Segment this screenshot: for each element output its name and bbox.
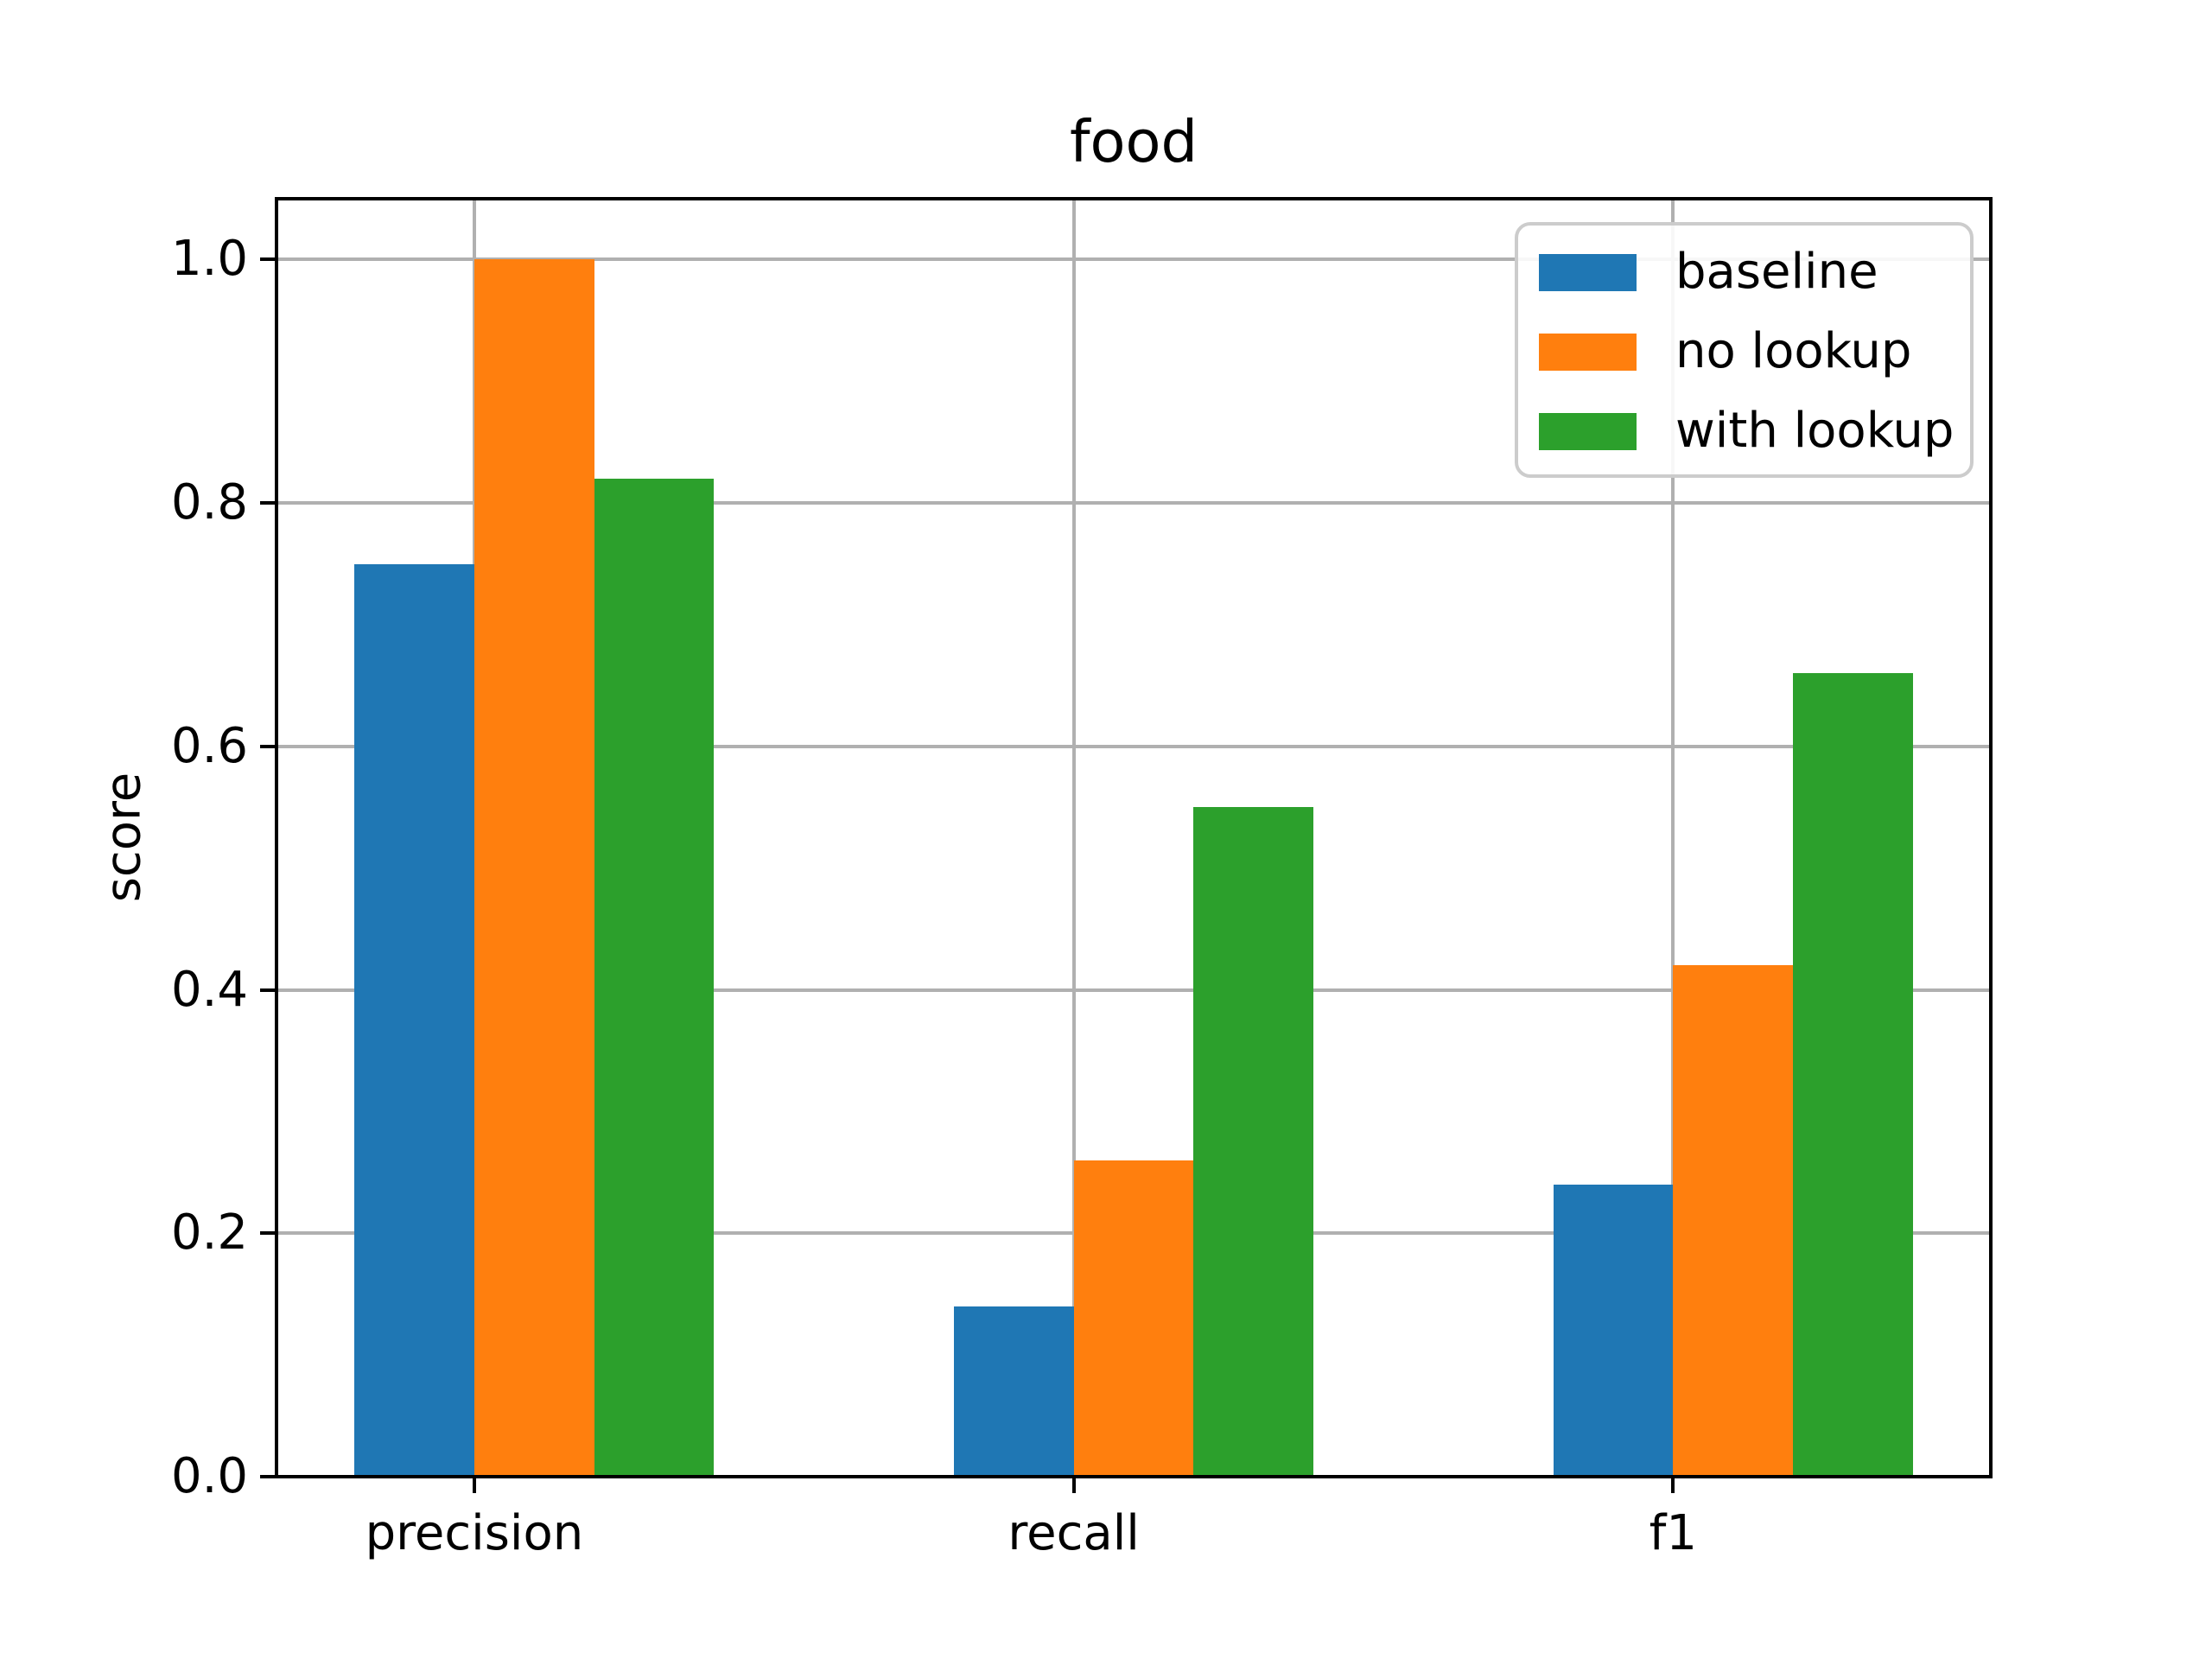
y-tick-mark [260, 988, 276, 992]
y-tick-mark [260, 1231, 276, 1236]
legend-item-baseline: baseline [1539, 232, 1946, 312]
bar-with-lookup-f1 [1793, 673, 1913, 1477]
bar-no-lookup-recall [1073, 1160, 1194, 1477]
x-tick-label-f1: f1 [1649, 1505, 1697, 1561]
grid-line-horizontal [276, 988, 1991, 992]
grid-line-horizontal [276, 744, 1991, 748]
x-tick-mark [1671, 1477, 1675, 1493]
y-tick-label: 0.8 [170, 474, 248, 531]
y-tick-label: 0.2 [170, 1205, 248, 1262]
bar-baseline-precision [354, 563, 474, 1477]
bar-baseline-f1 [1553, 1184, 1674, 1477]
legend: baseline no lookup with lookup [1515, 222, 1974, 478]
y-tick-mark [260, 501, 276, 505]
grid-line-vertical [1671, 199, 1675, 1477]
grid-line-horizontal [276, 257, 1991, 262]
y-tick-mark [260, 257, 276, 262]
bar-baseline-recall [953, 1306, 1074, 1477]
x-tick-label-recall: recall [1007, 1505, 1140, 1561]
legend-swatch-baseline [1539, 253, 1637, 291]
bar-with-lookup-recall [1193, 807, 1314, 1477]
bar-no-lookup-f1 [1673, 965, 1794, 1477]
chart-title: food [1069, 108, 1198, 175]
bar-no-lookup-precision [474, 259, 594, 1477]
x-tick-mark [472, 1477, 476, 1493]
legend-swatch-no-lookup [1539, 333, 1637, 371]
legend-label: baseline [1675, 244, 1878, 300]
y-tick-mark [260, 744, 276, 748]
x-tick-label-precision: precision [365, 1505, 584, 1561]
legend-swatch-with-lookup [1539, 412, 1637, 450]
legend-item-with-lookup: with lookup [1539, 391, 1954, 471]
y-tick-label: 0.6 [170, 717, 248, 774]
grid-line-vertical [1071, 199, 1076, 1477]
bar-with-lookup-precision [594, 478, 715, 1477]
y-tick-mark [260, 1475, 276, 1478]
legend-label: with lookup [1675, 403, 1955, 459]
grid-line-horizontal [276, 501, 1991, 505]
y-tick-label: 0.4 [170, 961, 248, 1018]
y-tick-label: 0.0 [170, 1448, 248, 1504]
legend-item-no-lookup: no lookup [1539, 312, 1946, 391]
y-tick-label: 1.0 [170, 231, 248, 288]
x-tick-mark [1071, 1477, 1076, 1493]
y-axis-label: score [95, 772, 152, 903]
legend-label: no lookup [1675, 323, 1912, 379]
